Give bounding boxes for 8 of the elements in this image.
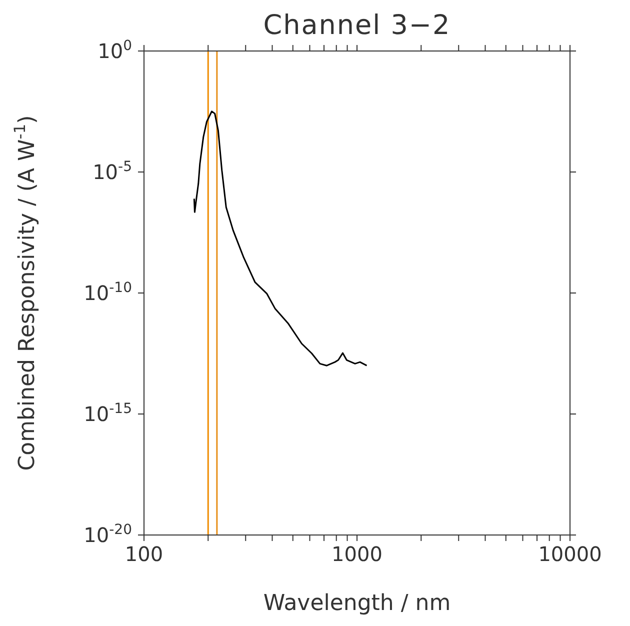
x-tick-label: 1000	[332, 542, 382, 566]
y-tick-label: 10$^{-5}$	[92, 159, 132, 184]
y-tick-label: 10$^{0}$	[98, 38, 132, 63]
y-tick-label: 10$^{-10}$	[84, 280, 132, 305]
y-tick-label: 10$^{-15}$	[84, 401, 132, 426]
x-tick-label: 10000	[538, 542, 602, 566]
x-axis-title: Wavelength / nm	[263, 591, 451, 616]
chart-title: Channel 3−2	[262, 10, 452, 41]
